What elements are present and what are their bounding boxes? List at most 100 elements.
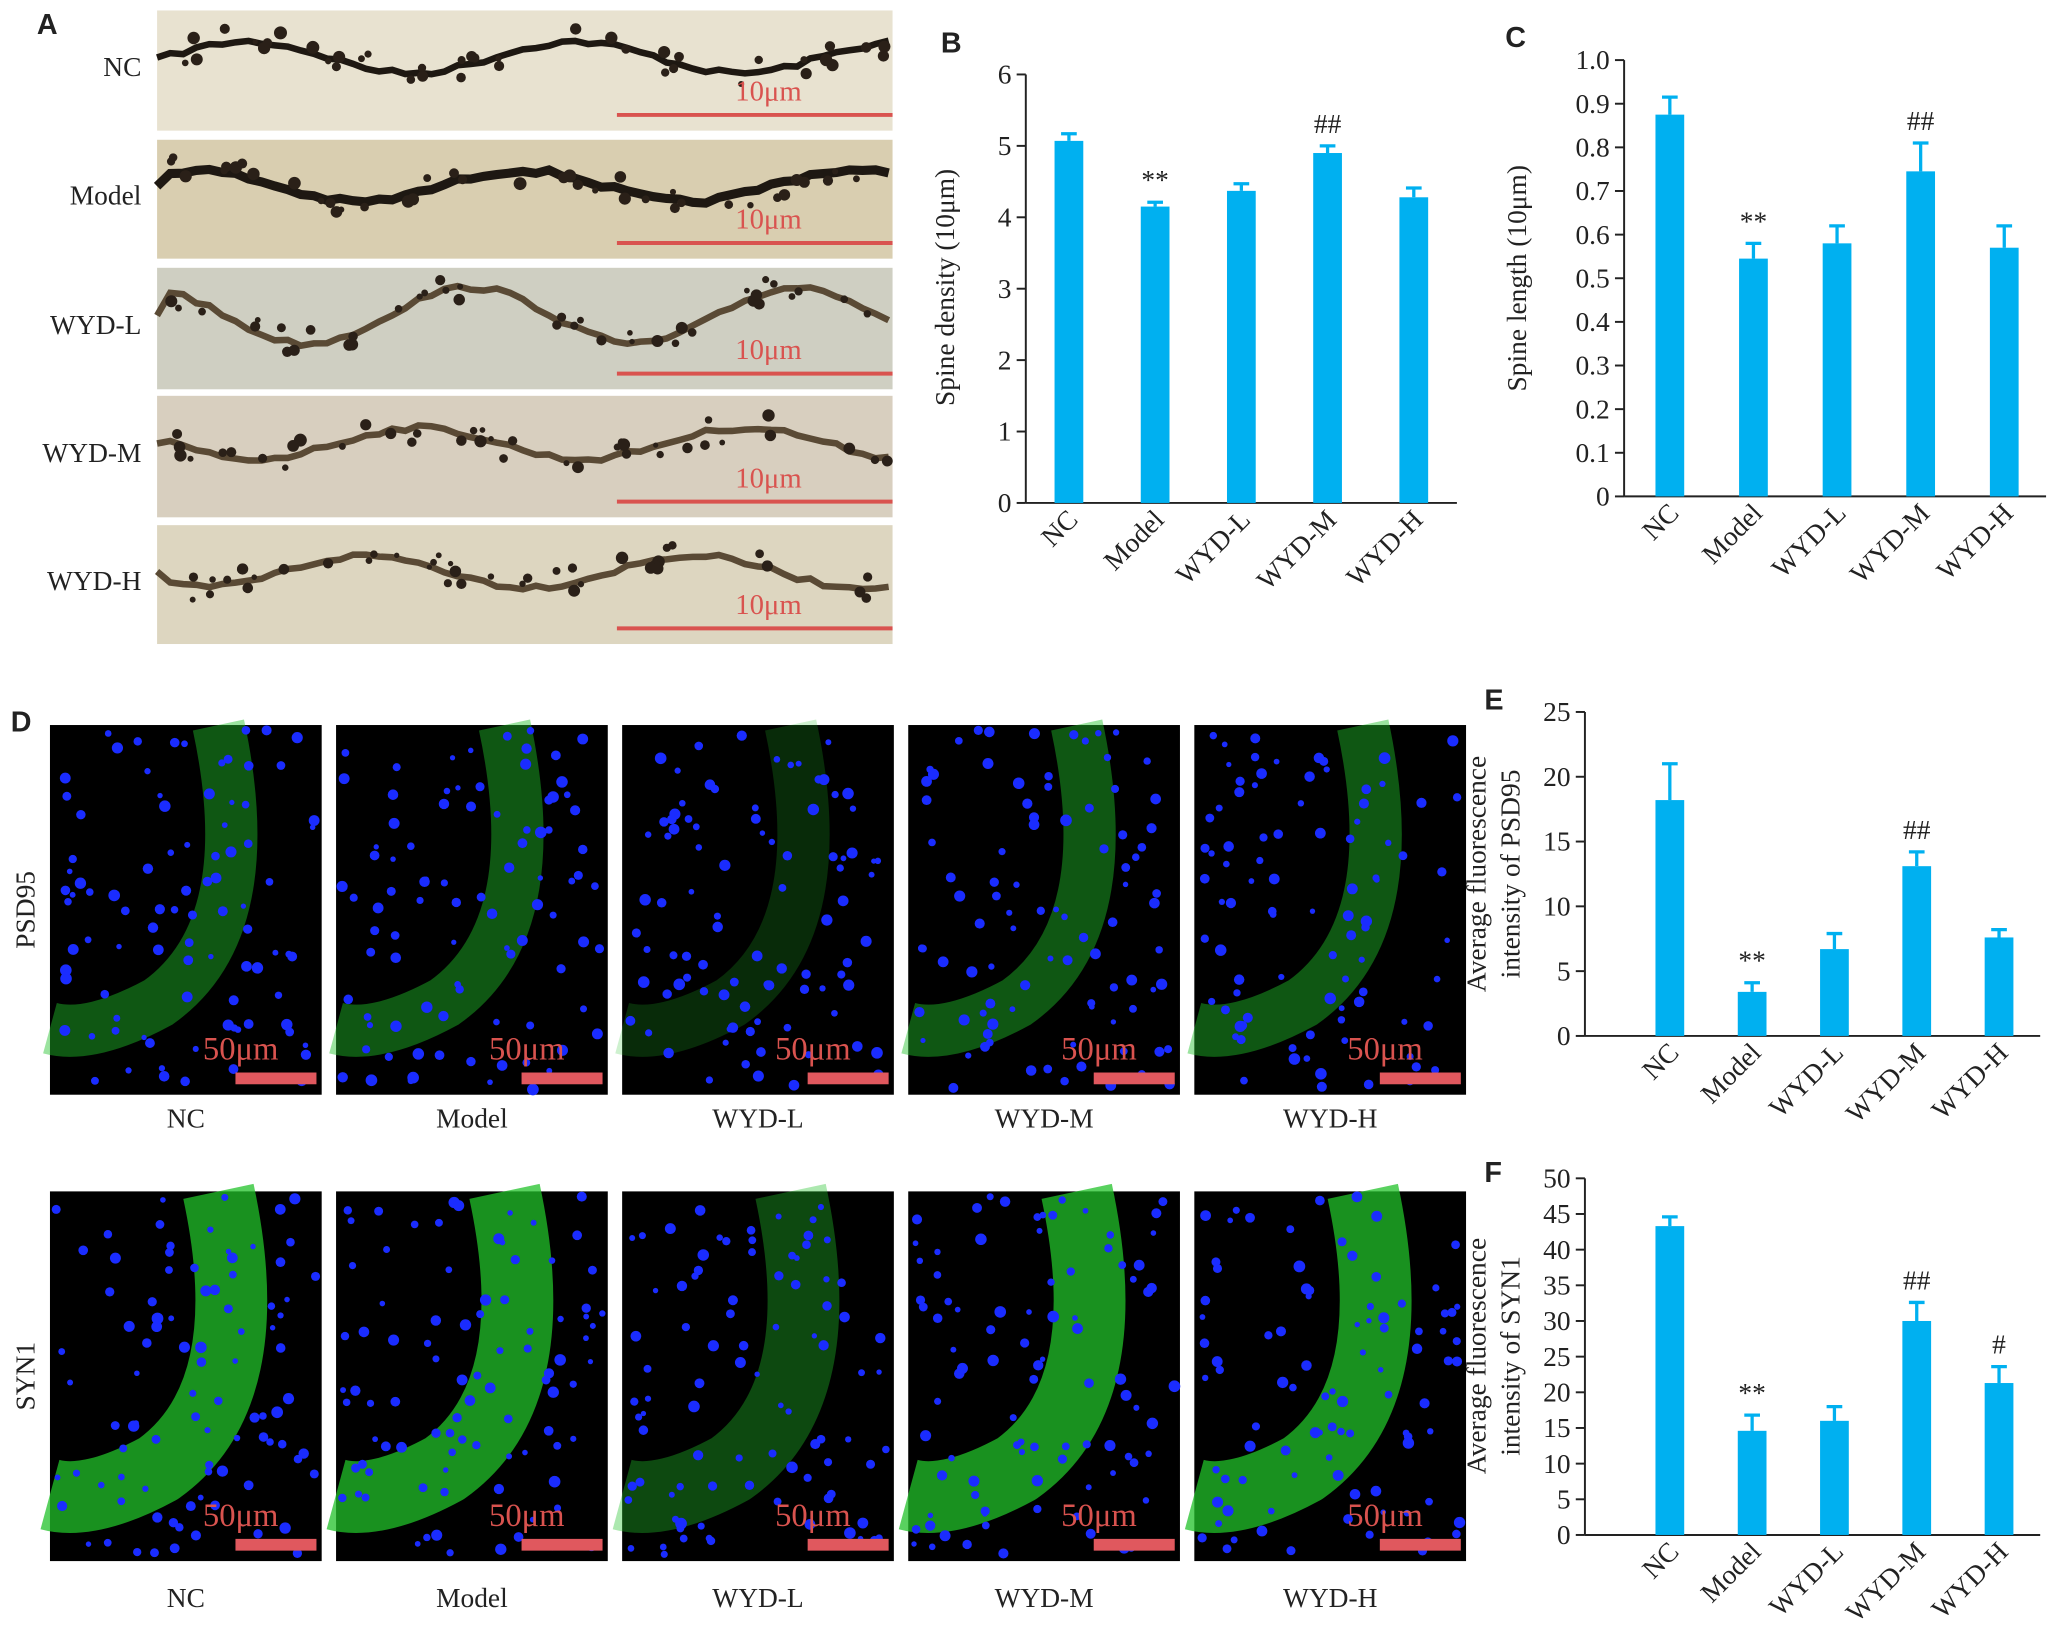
nucleus	[778, 884, 787, 892]
panel-letter: B	[941, 27, 962, 59]
nucleus	[1346, 930, 1357, 941]
nucleus	[119, 1444, 128, 1453]
spine	[205, 590, 215, 599]
nucleus	[407, 842, 415, 850]
nucleus	[1220, 1005, 1230, 1015]
spine	[252, 39, 258, 45]
nucleus	[1415, 1327, 1423, 1336]
spine	[819, 53, 833, 67]
nucleus	[229, 799, 235, 806]
nucleus	[60, 885, 71, 896]
annotation: ##	[1907, 106, 1935, 136]
spine	[662, 543, 671, 552]
nucleus	[423, 876, 430, 883]
y-tick-label: 50	[1543, 1163, 1570, 1193]
spine	[466, 50, 478, 62]
nucleus	[1378, 752, 1391, 765]
nucleus	[1379, 1323, 1389, 1333]
spine	[676, 198, 686, 208]
nucleus	[1275, 1326, 1286, 1337]
nucleus	[151, 1321, 163, 1333]
nucleus	[631, 928, 641, 938]
nucleus	[103, 1538, 112, 1547]
nucleus	[1235, 776, 1245, 786]
nucleus	[274, 991, 283, 999]
bar	[1902, 1320, 1932, 1535]
cell-layer	[615, 719, 830, 1057]
nucleus	[679, 799, 686, 807]
nucleus	[451, 897, 462, 908]
spine	[426, 564, 433, 570]
nucleus	[1066, 1267, 1075, 1276]
nucleus	[1343, 1514, 1353, 1524]
spine	[762, 276, 770, 284]
nucleus	[1109, 983, 1119, 992]
nucleus	[1150, 986, 1157, 993]
x-tick-label: WYD-L	[1763, 1536, 1849, 1622]
nucleus	[1221, 741, 1228, 748]
nucleus	[1293, 1260, 1306, 1273]
nucleus	[1342, 975, 1350, 983]
nucleus	[1289, 1383, 1297, 1392]
nucleus	[510, 1255, 520, 1265]
nucleus	[638, 1232, 646, 1240]
nucleus	[1118, 1261, 1127, 1269]
x-tick-label: NC	[1636, 498, 1684, 546]
nucleus	[529, 1516, 536, 1523]
nucleus	[688, 1400, 700, 1413]
error-bar	[1661, 95, 1678, 115]
nucleus	[1104, 1440, 1116, 1452]
nucleus	[1234, 1020, 1246, 1033]
nucleus	[1133, 1404, 1140, 1411]
nucleus	[1146, 823, 1157, 834]
column-label: Model	[436, 1103, 508, 1133]
spine	[790, 173, 803, 187]
x-tick-label: WYD-M	[1251, 504, 1342, 595]
nucleus	[108, 889, 121, 902]
nucleus	[410, 1220, 419, 1229]
nucleus	[1398, 851, 1408, 861]
spine	[592, 187, 599, 194]
nucleus	[1043, 1064, 1053, 1074]
nucleus	[992, 891, 1001, 901]
nucleus	[759, 830, 766, 836]
spine	[469, 426, 478, 435]
x-tick-label: WYD-L	[1763, 1037, 1849, 1123]
nucleus	[1082, 1207, 1089, 1214]
cell-layer	[40, 1183, 268, 1533]
nucleus	[1107, 917, 1118, 928]
spine	[840, 295, 849, 304]
spine	[881, 455, 893, 467]
nucleus	[1120, 1389, 1132, 1401]
spine	[417, 70, 429, 82]
error-bar	[1745, 241, 1762, 259]
spine	[755, 549, 764, 559]
nucleus	[1452, 1529, 1461, 1539]
spine	[747, 201, 754, 209]
spine	[572, 461, 584, 474]
spine	[674, 51, 684, 62]
spine	[656, 450, 664, 459]
nucleus	[350, 1385, 361, 1396]
nucleus	[777, 1402, 784, 1409]
nucleus	[1106, 1231, 1115, 1239]
nucleus	[298, 1448, 309, 1459]
spine	[552, 320, 562, 330]
nucleus	[340, 1331, 350, 1341]
nucleus	[776, 963, 787, 974]
nucleus	[819, 985, 826, 992]
nucleus	[553, 1441, 562, 1450]
nucleus	[1142, 1497, 1150, 1504]
nucleus	[145, 1038, 155, 1048]
scale-bar	[521, 1072, 603, 1085]
nucleus	[392, 763, 401, 772]
nucleus	[1358, 987, 1368, 997]
nucleus	[416, 896, 424, 905]
nucleus	[455, 785, 461, 791]
nucleus	[449, 755, 456, 761]
nucleus	[1214, 944, 1227, 956]
scale-bar-label: 10μm	[735, 204, 801, 236]
nucleus	[1358, 798, 1369, 809]
nucleus	[495, 1543, 507, 1555]
